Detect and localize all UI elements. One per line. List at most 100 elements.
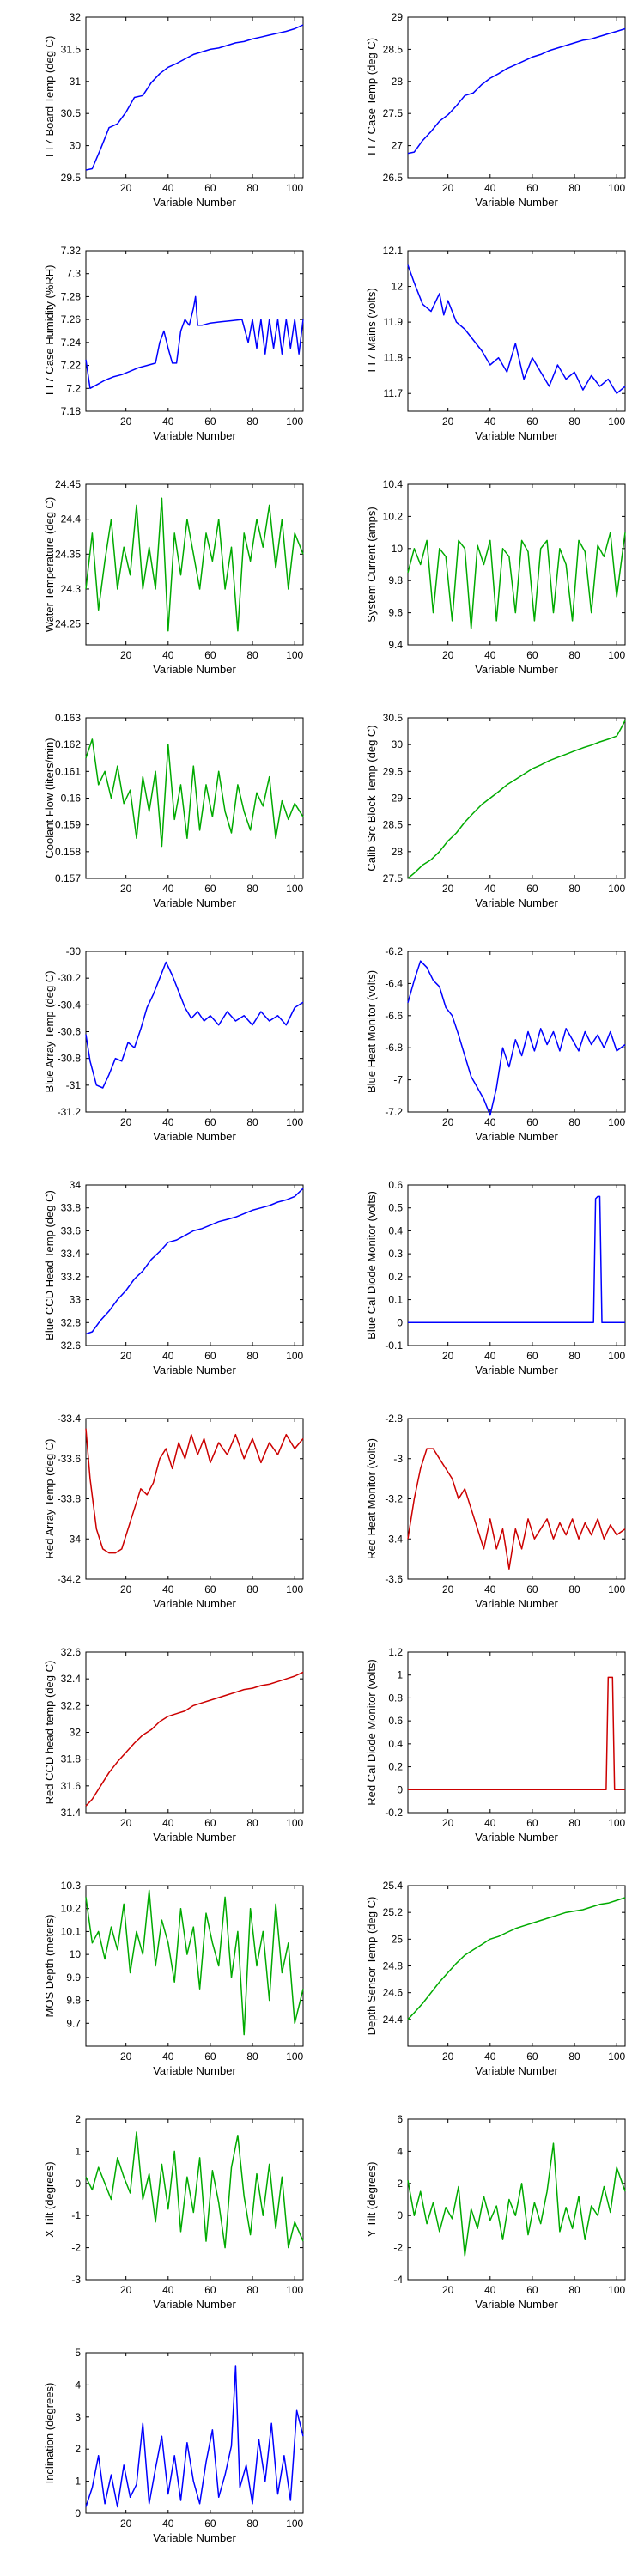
y-tick-label: 0.16 [61, 793, 82, 805]
x-tick-label: 100 [608, 1350, 625, 1362]
y-tick-label: 10.1 [61, 1925, 82, 1937]
x-tick-label: 100 [286, 1817, 303, 1829]
x-tick-label: 80 [246, 1350, 258, 1362]
y-axis-label: Y Tilt (degrees) [365, 2162, 378, 2238]
y-tick-label: -6.6 [385, 1010, 403, 1022]
x-tick-label: 100 [608, 649, 625, 661]
x-axis-label: Variable Number [475, 2064, 558, 2077]
series-line [85, 1428, 304, 1554]
y-tick-label: 10 [392, 543, 404, 555]
series-line [85, 961, 304, 1089]
y-tick-label: 6 [397, 2113, 403, 2125]
y-tick-label: 32 [70, 11, 82, 23]
chart-panel: 20 40 60 80 100 -7.2 -7 -6.8 -6.6 -6.4 -6.2 Variabl… [322, 934, 644, 1168]
x-tick-label: 60 [204, 883, 216, 895]
y-axis-label: TT7 Board Temp (deg C) [43, 36, 56, 160]
y-tick-label: 33.6 [61, 1224, 82, 1236]
y-tick-label: 31.8 [61, 1753, 82, 1765]
x-tick-label: 100 [286, 2518, 303, 2530]
series-line [407, 960, 626, 1116]
chart-panel: 20 40 60 80 100 -3 -2 -1 0 1 2 Variable Number X Til… [0, 2102, 322, 2336]
chart-svg: 20 40 60 80 100 31.4 31.6 31.8 32 32.2 32.4 32.6 Var… [43, 1646, 304, 1844]
y-tick-label: 24.4 [383, 2014, 404, 2026]
y-tick-label: -6.2 [385, 945, 403, 957]
chart-panel: 20 40 60 80 100 -0.1 0 0.1 0.2 0.3 0.4 0.5 0.6 Variab… [322, 1168, 644, 1401]
y-tick-label: 9.8 [66, 1995, 81, 2007]
series-line [408, 1676, 625, 1791]
y-tick-label: 33.8 [61, 1202, 82, 1214]
x-tick-label: 40 [484, 416, 496, 428]
x-tick-label: 60 [204, 2518, 216, 2530]
x-tick-label: 100 [608, 1817, 625, 1829]
y-tick-label: 9.8 [388, 574, 403, 586]
x-tick-label: 60 [526, 2050, 538, 2063]
y-tick-label: 28.5 [383, 43, 404, 55]
x-tick-label: 60 [526, 1116, 538, 1128]
y-tick-label: 11.9 [384, 316, 404, 328]
plot-frame [407, 1885, 626, 2047]
x-tick-label: 60 [526, 1350, 538, 1362]
x-tick-label: 20 [442, 649, 454, 661]
plot-frame [407, 1418, 626, 1580]
x-tick-label: 20 [442, 2284, 454, 2296]
x-axis-label: Variable Number [475, 2298, 558, 2311]
y-tick-label: -30.8 [58, 1053, 82, 1065]
y-tick-label: 9.4 [388, 639, 403, 651]
y-tick-label: 32 [70, 1727, 82, 1739]
x-tick-label: 20 [120, 1116, 132, 1128]
chart-svg: 20 40 60 80 100 29.5 30 30.5 31 31.5 32 Variable Nu… [43, 11, 304, 209]
y-tick-label: 3 [75, 2411, 81, 2423]
y-tick-label: 7.28 [61, 290, 82, 302]
y-tick-label: 25.4 [383, 1880, 404, 1892]
y-tick-label: 25 [392, 1933, 404, 1945]
x-tick-label: 40 [484, 883, 496, 895]
plot-frame [85, 2352, 304, 2514]
y-tick-label: 0 [75, 2507, 81, 2519]
y-tick-label: 33.4 [61, 1248, 82, 1260]
plot-frame [85, 483, 304, 646]
x-tick-label: 20 [120, 182, 132, 194]
chart-svg: 20 40 60 80 100 24.25 24.3 24.35 24.4 24.45 Variab… [43, 478, 304, 676]
y-tick-label: 29 [392, 793, 404, 805]
x-tick-label: 100 [286, 1116, 303, 1128]
x-tick-label: 100 [608, 2284, 625, 2296]
y-tick-label: 2 [75, 2443, 81, 2455]
y-tick-label: -2.8 [385, 1413, 403, 1425]
y-axis-label: X Tilt (degrees) [43, 2161, 56, 2237]
series-line [407, 1897, 626, 2020]
x-tick-label: 100 [286, 2284, 303, 2296]
chart-svg: 20 40 60 80 100 -7.2 -7 -6.8 -6.6 -6.4 -6.2 Variabl… [365, 945, 626, 1143]
y-tick-label: 4 [75, 2379, 81, 2391]
y-tick-label: 0.2 [388, 1761, 403, 1773]
y-tick-label: -3 [71, 2274, 81, 2286]
x-tick-label: 20 [120, 2518, 132, 2530]
x-tick-label: 100 [608, 2050, 625, 2063]
x-tick-label: 20 [120, 649, 132, 661]
y-tick-label: 27.5 [383, 107, 404, 119]
y-axis-label: Blue Cal Diode Monitor (volts) [365, 1191, 378, 1340]
x-tick-label: 60 [204, 1116, 216, 1128]
y-tick-label: 7.18 [61, 405, 82, 417]
x-tick-label: 60 [204, 2284, 216, 2296]
x-tick-label: 40 [162, 1583, 174, 1595]
y-tick-label: 24.25 [55, 618, 81, 630]
x-tick-label: 100 [286, 883, 303, 895]
y-tick-label: 24.45 [55, 478, 81, 490]
x-tick-label: 80 [568, 2050, 580, 2063]
y-tick-label: 33.2 [61, 1271, 82, 1283]
series-line [407, 264, 626, 394]
y-tick-label: 0 [397, 2209, 403, 2221]
chart-svg: 20 40 60 80 100 7.18 7.2 7.22 7.24 7.26 7.28 7.3 7.3… [43, 245, 304, 442]
y-tick-label: 10.2 [383, 510, 404, 522]
y-axis-label: TT7 Case Temp (deg C) [365, 38, 378, 157]
x-tick-label: 20 [442, 1350, 454, 1362]
x-tick-label: 80 [246, 883, 258, 895]
y-axis-label: Blue Heat Monitor (volts) [365, 970, 378, 1093]
x-tick-label: 40 [162, 649, 174, 661]
x-tick-label: 20 [442, 1116, 454, 1128]
x-tick-label: 60 [526, 1583, 538, 1595]
x-tick-label: 100 [608, 883, 625, 895]
series-line [85, 497, 304, 632]
x-tick-label: 40 [484, 182, 496, 194]
